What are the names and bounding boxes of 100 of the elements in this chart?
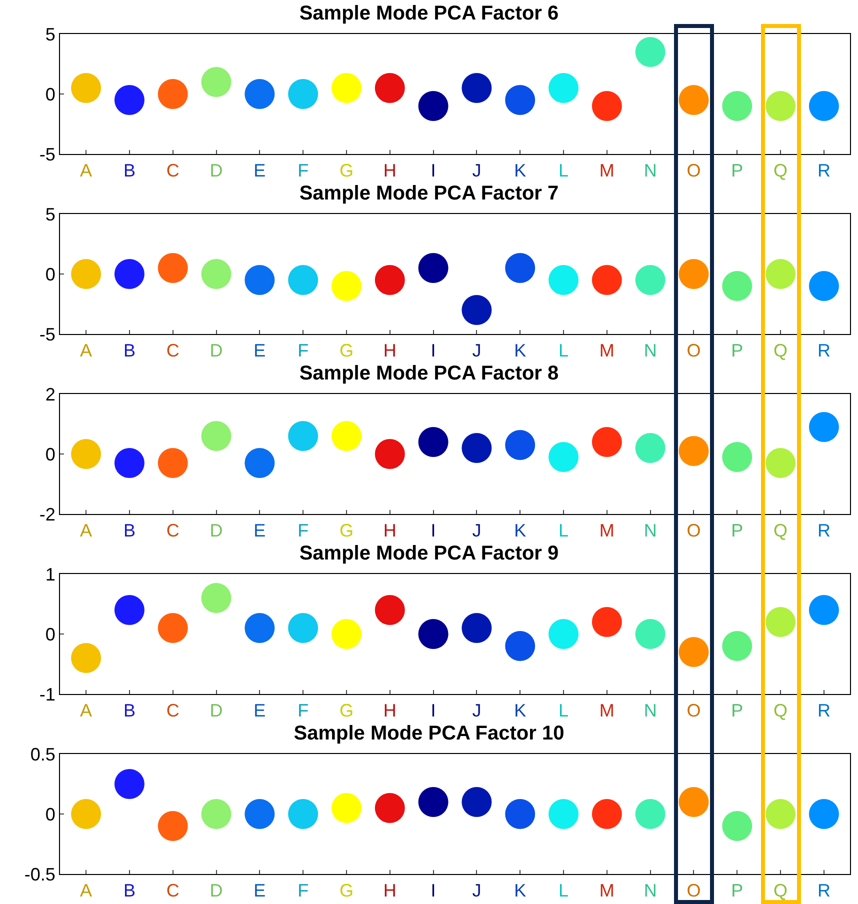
chart-title: Sample Mode PCA Factor 8 bbox=[299, 362, 559, 384]
x-tick-label: J bbox=[472, 520, 482, 541]
point bbox=[114, 85, 144, 115]
point bbox=[635, 37, 666, 67]
x-tick-label: R bbox=[817, 880, 830, 901]
x-tick-label: L bbox=[558, 880, 569, 901]
x-tick-label: F bbox=[298, 160, 309, 181]
point bbox=[462, 73, 492, 103]
point bbox=[114, 448, 144, 478]
point bbox=[505, 253, 536, 283]
x-tick-label: L bbox=[558, 520, 569, 541]
x-tick-label: F bbox=[298, 520, 309, 541]
x-tick-label: N bbox=[644, 520, 657, 541]
point bbox=[331, 421, 362, 451]
y-tick-label: -5 bbox=[39, 324, 56, 344]
x-tick-label: A bbox=[80, 340, 92, 361]
point bbox=[331, 271, 362, 301]
x-tick-label: F bbox=[298, 880, 309, 901]
x-tick-label: J bbox=[472, 880, 482, 901]
y-tick-label: 0 bbox=[45, 84, 56, 104]
x-tick-label: M bbox=[599, 520, 614, 541]
x-tick-label: K bbox=[514, 880, 526, 901]
x-tick-label: B bbox=[123, 160, 136, 181]
x-tick-label: O bbox=[686, 880, 701, 901]
point bbox=[548, 799, 579, 829]
x-tick-label: K bbox=[514, 160, 526, 181]
point bbox=[548, 619, 579, 649]
x-tick-label: E bbox=[254, 700, 266, 721]
y-tick-label: 0 bbox=[45, 804, 56, 824]
x-tick-label: E bbox=[254, 340, 266, 361]
point bbox=[808, 595, 839, 625]
point bbox=[766, 799, 796, 829]
x-tick-label: G bbox=[339, 700, 354, 721]
point bbox=[114, 769, 144, 799]
point bbox=[548, 265, 579, 295]
x-tick-label: R bbox=[817, 160, 830, 181]
x-tick-label: J bbox=[472, 340, 482, 361]
x-tick-label: G bbox=[339, 160, 354, 181]
x-tick-label: F bbox=[298, 340, 309, 361]
x-tick-label: D bbox=[210, 160, 223, 181]
point bbox=[722, 271, 752, 301]
point bbox=[592, 265, 622, 295]
point bbox=[374, 73, 405, 103]
x-tick-label: I bbox=[430, 340, 436, 361]
x-tick-label: O bbox=[686, 160, 701, 181]
point bbox=[114, 259, 144, 289]
point bbox=[71, 259, 102, 289]
y-tick-label: 5 bbox=[45, 204, 56, 224]
x-tick-label: N bbox=[644, 340, 657, 361]
point bbox=[201, 259, 232, 289]
point bbox=[374, 793, 405, 823]
point bbox=[635, 433, 666, 463]
x-tick-label: I bbox=[430, 520, 436, 541]
y-tick-label: -1 bbox=[39, 684, 56, 704]
point bbox=[678, 436, 709, 466]
point bbox=[678, 259, 709, 289]
point bbox=[288, 799, 318, 829]
point bbox=[331, 619, 362, 649]
point bbox=[418, 91, 448, 121]
x-tick-label: E bbox=[254, 160, 266, 181]
point bbox=[505, 799, 536, 829]
x-tick-label: K bbox=[514, 340, 526, 361]
y-tick-label: -0.5 bbox=[24, 864, 56, 884]
point bbox=[244, 799, 275, 829]
point bbox=[418, 427, 448, 457]
x-tick-label: O bbox=[686, 340, 701, 361]
y-tick-label: -5 bbox=[39, 144, 56, 164]
x-tick-label: C bbox=[166, 340, 180, 361]
point bbox=[678, 85, 709, 115]
point bbox=[71, 799, 102, 829]
point bbox=[158, 811, 188, 841]
point bbox=[722, 442, 752, 472]
point bbox=[71, 643, 102, 673]
point bbox=[592, 427, 622, 457]
point bbox=[244, 265, 275, 295]
x-tick-label: B bbox=[123, 340, 136, 361]
point bbox=[462, 787, 492, 817]
x-tick-label: D bbox=[210, 340, 223, 361]
point bbox=[548, 73, 579, 103]
x-tick-label: K bbox=[514, 520, 526, 541]
chart-title: Sample Mode PCA Factor 6 bbox=[299, 2, 559, 24]
x-tick-label: Q bbox=[774, 520, 788, 541]
x-tick-label: A bbox=[80, 160, 92, 181]
point bbox=[505, 430, 536, 460]
point bbox=[158, 613, 188, 643]
point bbox=[71, 73, 102, 103]
x-tick-label: Q bbox=[774, 340, 788, 361]
x-tick-label: Q bbox=[774, 160, 788, 181]
point bbox=[462, 295, 492, 325]
chart-title: Sample Mode PCA Factor 10 bbox=[294, 722, 564, 744]
x-tick-label: O bbox=[686, 700, 701, 721]
point bbox=[635, 265, 666, 295]
point bbox=[678, 637, 709, 667]
point bbox=[71, 439, 102, 469]
x-tick-label: H bbox=[383, 340, 396, 361]
chart-title: Sample Mode PCA Factor 9 bbox=[299, 542, 559, 564]
y-tick-label: 5 bbox=[45, 24, 56, 44]
x-tick-label: B bbox=[123, 880, 136, 901]
x-tick-label: A bbox=[80, 700, 92, 721]
point bbox=[505, 85, 536, 115]
